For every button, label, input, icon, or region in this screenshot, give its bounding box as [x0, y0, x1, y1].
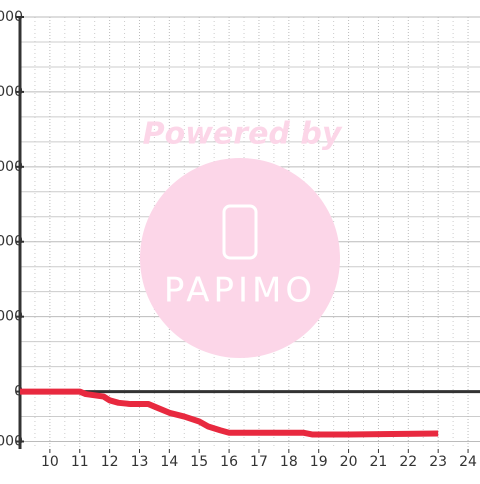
x-tick-label: 18	[280, 454, 298, 470]
y-tick-label: 120,000	[0, 84, 23, 100]
watermark-logo: PAPIMO	[164, 271, 316, 311]
watermark-icon	[222, 204, 258, 260]
x-tick-label: 10	[41, 454, 59, 470]
x-tick-label: 15	[190, 454, 208, 470]
x-tick-label: 19	[310, 454, 328, 470]
y-tick-label: 150,000	[0, 9, 23, 25]
x-tick-label: 12	[101, 454, 119, 470]
data-line	[20, 388, 439, 438]
y-tick-label: 60,000	[0, 234, 23, 250]
x-tick-label: 17	[250, 454, 268, 470]
y-tick-label: 30,000	[0, 309, 23, 325]
watermark: Powered by PAPIMO	[140, 117, 343, 358]
x-tick-label: 23	[429, 454, 447, 470]
x-tick-label: 14	[160, 454, 178, 470]
y-tick-label: 90,000	[0, 159, 23, 175]
x-tick-label: 13	[131, 454, 149, 470]
x-tick-label: 24	[459, 454, 477, 470]
y-tick-label: -20,000	[0, 434, 23, 450]
x-tick-label: 21	[370, 454, 388, 470]
x-tick-label: 22	[399, 454, 417, 470]
x-tick-label: 16	[220, 454, 238, 470]
x-tick-label: 20	[340, 454, 358, 470]
x-tick-label: 11	[71, 454, 89, 470]
watermark-text: Powered by	[143, 117, 343, 152]
